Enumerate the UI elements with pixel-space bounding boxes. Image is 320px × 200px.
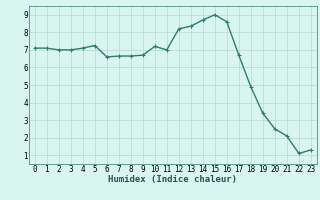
X-axis label: Humidex (Indice chaleur): Humidex (Indice chaleur): [108, 175, 237, 184]
